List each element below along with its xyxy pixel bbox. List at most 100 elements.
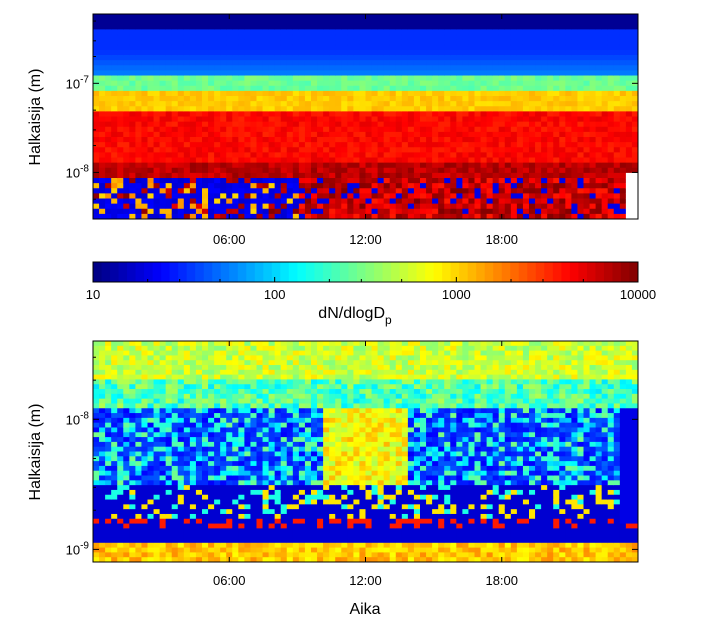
top-heatmap-cell [214, 101, 221, 107]
top-heatmap [93, 14, 639, 220]
top-heatmap-cell [377, 49, 385, 56]
bottom-heatmap-cell [123, 523, 130, 529]
top-heatmap-cell [286, 85, 294, 92]
bottom-heatmap-cell [171, 350, 179, 356]
top-heatmap-cell [389, 80, 397, 87]
bottom-heatmap-cell [195, 533, 203, 539]
bottom-heatmap-cell [123, 437, 130, 443]
top-heatmap-cell [553, 167, 560, 174]
top-heatmap-cell [335, 213, 342, 220]
top-heatmap-cell [280, 34, 288, 41]
bottom-heatmap-cell [226, 403, 233, 409]
colorbar-swatch [603, 262, 613, 282]
top-heatmap-cell [353, 157, 360, 164]
top-heatmap-cell [589, 106, 597, 112]
top-heatmap-cell [317, 188, 324, 194]
top-heatmap-cell [347, 80, 354, 87]
top-heatmap-cell [480, 101, 488, 107]
top-heatmap-cell [347, 193, 354, 200]
bottom-heatmap-cell [111, 557, 118, 563]
top-heatmap-cell [298, 126, 306, 133]
top-heatmap-cell [105, 131, 112, 138]
top-heatmap-cell [438, 96, 445, 102]
bottom-heatmap-cell [232, 470, 239, 477]
top-heatmap-cell [510, 96, 518, 102]
top-heatmap-cell [426, 152, 433, 159]
top-heatmap-cell [171, 106, 179, 112]
top-heatmap-cell [444, 198, 451, 205]
bottom-heatmap-cell [183, 365, 191, 371]
top-heatmap-cell [619, 80, 627, 87]
top-heatmap-cell [529, 24, 536, 30]
bottom-heatmap-cell [189, 379, 197, 385]
top-heatmap-cell [377, 19, 385, 25]
bottom-heatmap-cell [93, 489, 100, 496]
top-heatmap-cell [535, 162, 542, 169]
top-heatmap-cell [504, 193, 512, 200]
top-heatmap-cell [468, 116, 475, 123]
top-heatmap-cell [432, 126, 439, 133]
top-heatmap-cell [383, 65, 391, 71]
top-heatmap-cell [625, 60, 633, 66]
bottom-heatmap-cell [93, 350, 100, 356]
top-heatmap-cell [323, 188, 330, 194]
top-heatmap-cell [129, 167, 136, 174]
top-heatmap-cell [99, 39, 106, 46]
bottom-heatmap-cell [123, 465, 130, 472]
top-heatmap-cell [105, 152, 112, 159]
top-heatmap-cell [474, 121, 482, 128]
bottom-heatmap-cell [99, 494, 106, 501]
top-heatmap-cell [208, 198, 215, 205]
bottom-heatmap-cell [99, 537, 106, 544]
bottom-heatmap-cell [93, 341, 100, 347]
bottom-heatmap-cell [177, 518, 185, 525]
top-heatmap-cell [456, 147, 463, 153]
colorbar-swatch [288, 262, 298, 282]
bottom-heatmap-cell [171, 413, 179, 419]
top-heatmap-cell [238, 101, 245, 107]
bottom-heatmap-cell [220, 523, 227, 529]
top-heatmap-cell [432, 147, 439, 153]
bottom-heatmap-cell [147, 422, 155, 428]
top-heatmap-cell [492, 60, 500, 66]
top-heatmap-cell [577, 44, 584, 51]
top-heatmap-cell [238, 90, 245, 97]
top-heatmap-cell [232, 188, 239, 194]
top-heatmap-cell [220, 65, 227, 71]
bottom-heatmap-cell [202, 345, 209, 352]
bottom-heatmap-cell [129, 393, 136, 400]
top-heatmap-cell [341, 111, 348, 118]
top-heatmap-cell [444, 65, 451, 71]
top-heatmap-cell [141, 24, 148, 30]
bottom-heatmap-cell [153, 355, 161, 361]
top-heatmap-cell [595, 14, 603, 20]
bottom-heatmap-cell [123, 446, 130, 452]
top-heatmap-cell [498, 101, 506, 107]
bottom-heatmap-cell [105, 432, 112, 438]
top-heatmap-cell [553, 55, 560, 61]
top-heatmap-cell [304, 193, 312, 200]
top-heatmap-cell [389, 121, 397, 128]
bottom-heatmap-cell [202, 461, 209, 467]
top-heatmap-cell [504, 55, 512, 61]
bottom-heatmap-cell [238, 470, 245, 477]
top-heatmap-cell [432, 85, 439, 92]
bottom-heatmap-cell [129, 533, 136, 539]
bottom-heatmap-cell [153, 379, 161, 385]
bottom-heatmap-cell [232, 441, 239, 448]
top-heatmap-cell [117, 70, 124, 77]
top-heatmap-cell [595, 19, 603, 25]
top-heatmap-cell [232, 106, 239, 112]
bottom-heatmap-cell [214, 557, 221, 563]
top-heatmap-cell [159, 44, 167, 51]
top-heatmap-cell [280, 80, 288, 87]
top-heatmap-cell [262, 172, 270, 179]
bottom-heatmap-cell [129, 542, 136, 549]
bottom-heatmap-cell [111, 417, 118, 424]
top-heatmap-cell [129, 172, 136, 179]
top-heatmap-cell [220, 85, 227, 92]
top-heatmap-cell [486, 49, 494, 56]
top-heatmap-cell [631, 147, 639, 153]
top-heatmap-cell [401, 75, 409, 82]
top-heatmap-cell [510, 106, 518, 112]
